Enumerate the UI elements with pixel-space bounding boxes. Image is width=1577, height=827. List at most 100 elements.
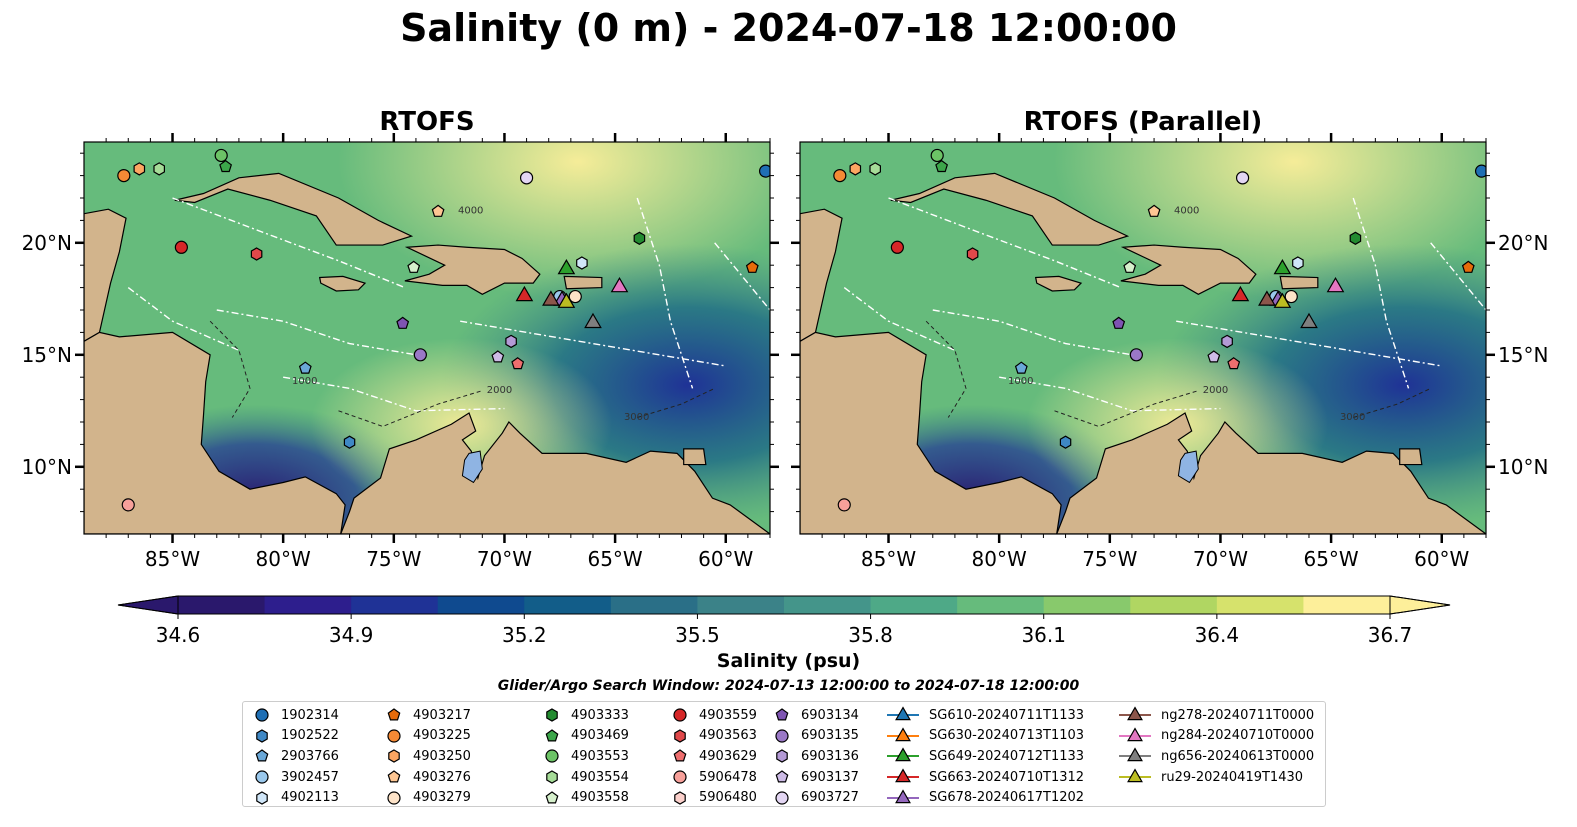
map-marker-2903766: [1014, 361, 1028, 374]
map-marker-1902314: [758, 164, 770, 178]
contour-label: 4000: [1174, 206, 1199, 217]
lon-tick-label: 75°W: [366, 547, 421, 571]
legend-label: SG630-20240713T1103: [929, 728, 1085, 744]
map-marker-SG663-20240710T1312: [1231, 285, 1250, 302]
legend-symbol: [895, 768, 911, 783]
legend-symbol: [1127, 747, 1143, 762]
legend-item: 4902113: [251, 787, 339, 808]
colorbar-tick-label: 36.4: [1195, 623, 1240, 647]
map-marker-6903136: [1221, 334, 1233, 349]
legend-symbol: [545, 790, 559, 804]
legend-marker-pentagon-icon: [387, 708, 401, 721]
map-marker-4903554: [869, 162, 882, 176]
panel-title-rtofs: RTOFS: [379, 107, 475, 137]
legend-label: ru29-20240419T1430: [1161, 769, 1304, 785]
map-marker-ng284-20240710T0000: [1326, 277, 1345, 293]
map-marker-4903333: [633, 231, 646, 245]
lon-tick-label: 65°W: [1303, 547, 1358, 571]
legend-item: 1902314: [251, 705, 339, 726]
legend-label: ng278-20240711T0000: [1161, 707, 1315, 723]
legend-label: 6903727: [801, 790, 859, 806]
legend-symbol: [387, 729, 401, 743]
legend-marker-circle-icon: [255, 770, 269, 784]
legend-label: 4903225: [413, 728, 471, 744]
colorbar-segment: [1303, 596, 1391, 614]
legend-marker-pentagon-icon: [545, 790, 559, 804]
map-marker-4903553: [930, 148, 944, 163]
legend-symbol: [674, 790, 686, 805]
search-window-caption: Glider/Argo Search Window: 2024-07-13 12…: [497, 678, 1080, 694]
legend-symbol: [546, 770, 558, 784]
map-marker-SG649-20240712T1133: [1273, 259, 1292, 275]
map-marker-4903276: [1147, 204, 1161, 217]
legend-marker-hexagon-icon: [674, 729, 686, 743]
legend-marker-circle-icon: [775, 729, 789, 743]
legend-column: 4903333 4903469 4903553 4903554 4903558: [541, 705, 629, 808]
legend-item: 3902457: [251, 767, 339, 788]
lon-tick-label: 65°W: [587, 547, 642, 571]
legend-symbol: [673, 770, 687, 784]
legend-label: 4903558: [571, 790, 629, 806]
colorbar-segment: [524, 596, 612, 614]
legend-marker-triangle-icon: [887, 706, 919, 721]
legend-symbol: [775, 708, 789, 721]
map-marker-1902314: [1474, 164, 1486, 178]
lon-tick-label: 85°W: [861, 547, 916, 571]
contour-label: 2000: [487, 385, 512, 396]
eez-boundary: [888, 197, 1122, 289]
contour-label: 2000: [1203, 385, 1228, 396]
map-marker-4903554: [153, 162, 165, 176]
legend-label: SG649-20240712T1133: [929, 748, 1085, 764]
legend-marker-circle-icon: [255, 708, 269, 722]
lat-tick-label: 20°N: [22, 231, 72, 255]
bathymetry-contour: [1353, 387, 1431, 418]
colorbar-segment: [178, 596, 266, 614]
legend-symbol: [674, 729, 686, 743]
legend-label: 4903217: [413, 707, 471, 723]
map-marker-4903333: [1349, 231, 1362, 245]
legend-item: 4903225: [383, 726, 471, 747]
map-marker-SG649-20240712T1133: [557, 259, 576, 275]
platform-legend: 1902314 1902522 2903766 3902457 4902113 49032…: [242, 701, 1326, 807]
legend-symbol: [255, 749, 269, 762]
legend-label: 4903250: [413, 748, 471, 764]
legend-marker-triangle-icon: [1119, 768, 1151, 783]
legend-label: SG663-20240710T1312: [929, 769, 1085, 785]
land-hispaniola: [1120, 244, 1257, 296]
bathymetry-contour: [637, 387, 715, 418]
legend-label: 4903276: [413, 769, 471, 785]
map-marker-2903766: [298, 361, 312, 374]
legend-label: 4903469: [571, 728, 629, 744]
legend-label: 4903279: [413, 790, 471, 806]
legend-item: 1902522: [251, 726, 339, 747]
legend-symbol: [387, 770, 401, 783]
legend-symbol: [775, 770, 789, 783]
legend-item: ng284-20240710T0000: [1117, 726, 1314, 747]
map-marker-4903279: [1284, 289, 1298, 304]
legend-marker-pentagon-icon: [387, 770, 401, 783]
colorbar-tick-label: 35.5: [675, 623, 720, 647]
map-marker-6903135: [1129, 348, 1143, 362]
contour-label: 1000: [1008, 376, 1033, 387]
legend-item: 4903559: [669, 705, 757, 726]
legend-symbol: [545, 749, 559, 764]
land-puertoRico: [563, 275, 603, 290]
legend-label: 6903137: [801, 769, 859, 785]
map-marker-SG663-20240710T1312: [515, 285, 534, 302]
map-marker-4903629: [1227, 357, 1241, 370]
legend-symbol: [256, 729, 268, 743]
legend-symbol: [895, 789, 911, 803]
bathymetry-contour: [338, 390, 483, 428]
legend-column: SG610-20240711T1133 SG630-20240713T1103 SG…: [885, 705, 1084, 808]
legend-marker-hexagon-icon: [256, 790, 268, 805]
map-marker-6903727: [1235, 171, 1250, 185]
legend-item: SG649-20240712T1133: [885, 746, 1084, 767]
legend-column: 4903559 4903563 4903629 5906478 5906480: [669, 705, 757, 808]
map-marker-1902522: [343, 435, 356, 449]
map-marker-4903469: [935, 159, 949, 173]
colorbar-segment: [957, 596, 1045, 614]
map-marker-ng656-20240613T0000: [584, 312, 602, 329]
lake-maracaibo: [1177, 450, 1199, 484]
legend-marker-hexagon-icon: [674, 790, 686, 805]
legend-column: 1902314 1902522 2903766 3902457 4902113: [251, 705, 339, 808]
